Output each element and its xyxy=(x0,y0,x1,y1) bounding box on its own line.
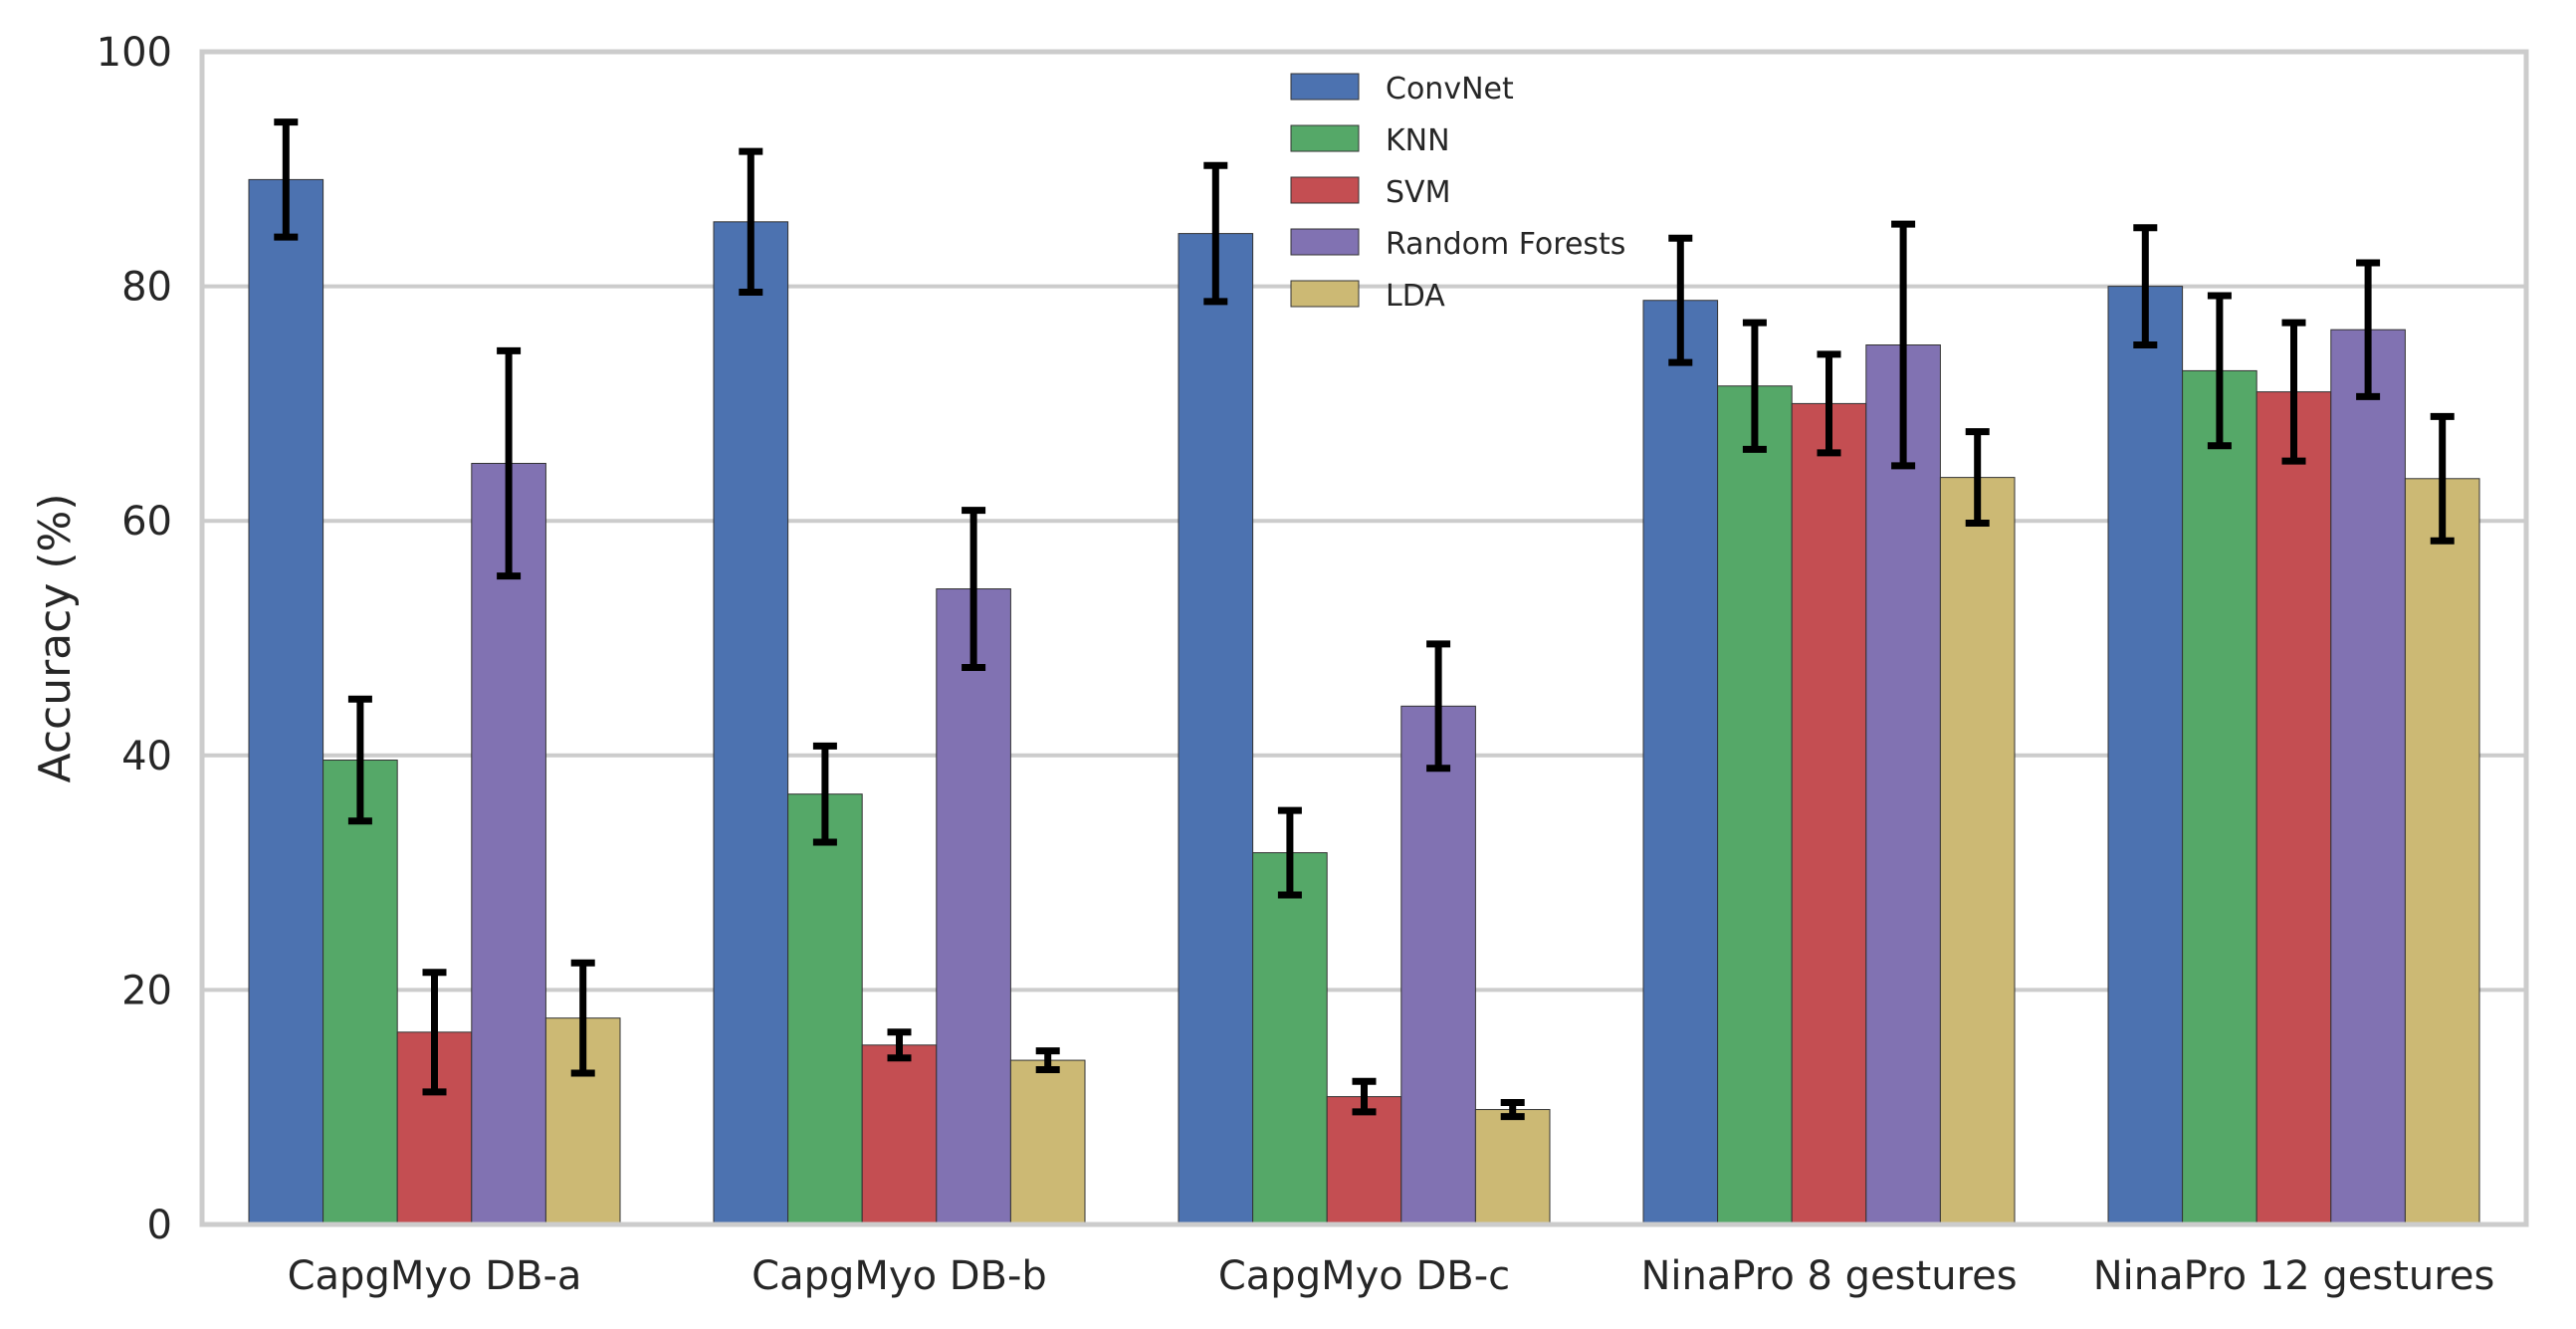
legend-label: ConvNet xyxy=(1386,72,1514,107)
y-tick-label-80: 80 xyxy=(121,265,172,311)
error-bar-random-forests-3 xyxy=(1891,220,1916,470)
error-bar-knn-1 xyxy=(812,742,837,846)
error-bar-svm-2 xyxy=(1352,1077,1377,1116)
error-bar-lda-1 xyxy=(1035,1047,1060,1074)
bar-random-forests-2 xyxy=(1400,705,1476,1225)
bar-knn-3 xyxy=(1717,385,1793,1225)
error-bar-lda-2 xyxy=(1500,1098,1525,1121)
error-bar-svm-4 xyxy=(2281,319,2306,465)
bar-svm-4 xyxy=(2255,391,2332,1225)
legend-label: LDA xyxy=(1386,279,1445,314)
error-bar-knn-2 xyxy=(1277,806,1302,899)
legend-item-svm: SVM xyxy=(1290,175,1450,210)
error-bar-knn-4 xyxy=(2207,292,2232,450)
legend-swatch xyxy=(1290,73,1360,101)
error-bars xyxy=(274,118,2455,1121)
bar-convnet-0 xyxy=(248,178,324,1225)
error-bar-random-forests-4 xyxy=(2356,259,2381,400)
legend-item-lda: LDA xyxy=(1290,279,1445,314)
bars xyxy=(248,178,2480,1225)
error-bar-random-forests-2 xyxy=(1426,640,1451,773)
y-axis-title: Accuracy (%) xyxy=(30,493,81,782)
y-tick-label-60: 60 xyxy=(121,499,172,545)
error-bar-svm-0 xyxy=(422,969,447,1096)
bar-knn-0 xyxy=(322,760,398,1225)
legend-label: SVM xyxy=(1386,175,1450,210)
bar-random-forests-1 xyxy=(936,588,1011,1225)
bar-knn-1 xyxy=(787,793,863,1225)
legend-item-random-forests: Random Forests xyxy=(1290,227,1625,262)
bar-convnet-4 xyxy=(2107,286,2184,1225)
legend-item-convnet: ConvNet xyxy=(1290,72,1514,107)
bar-lda-1 xyxy=(1009,1059,1086,1225)
x-tick-labels: CapgMyo DB-a CapgMyo DB-b CapgMyo DB-c Nina… xyxy=(288,1253,2495,1299)
x-tick-label-4: NinaPro 12 gestures xyxy=(2093,1253,2495,1299)
error-bar-random-forests-1 xyxy=(962,507,986,671)
error-bar-convnet-2 xyxy=(1203,161,1228,306)
x-tick-label-1: CapgMyo DB-b xyxy=(751,1253,1047,1299)
x-tick-label-0: CapgMyo DB-a xyxy=(288,1253,582,1299)
legend-label: Random Forests xyxy=(1386,227,1625,262)
bar-convnet-1 xyxy=(713,221,789,1225)
x-tick-label-3: NinaPro 8 gestures xyxy=(1640,1253,2017,1299)
legend-swatch xyxy=(1290,176,1360,204)
bar-random-forests-4 xyxy=(2330,329,2406,1225)
legend: ConvNet KNN SVM Random Forests LDA xyxy=(1290,72,1625,314)
bar-svm-2 xyxy=(1326,1096,1402,1225)
error-bar-convnet-4 xyxy=(2133,224,2158,348)
legend-swatch xyxy=(1290,124,1360,152)
error-bar-convnet-3 xyxy=(1668,234,1693,366)
bar-lda-4 xyxy=(2404,478,2480,1225)
x-tick-label-2: CapgMyo DB-c xyxy=(1218,1253,1510,1299)
error-bar-knn-0 xyxy=(347,695,372,825)
bar-convnet-3 xyxy=(1642,300,1719,1225)
bar-svm-3 xyxy=(1791,402,1867,1225)
error-bar-svm-1 xyxy=(887,1028,912,1062)
legend-swatch xyxy=(1290,280,1360,308)
error-bar-knn-3 xyxy=(1742,319,1767,453)
error-bar-svm-3 xyxy=(1817,350,1841,457)
legend-label: KNN xyxy=(1386,123,1450,158)
error-bar-lda-3 xyxy=(1965,428,1990,528)
y-tick-labels: 0 20 40 60 80 100 xyxy=(97,30,172,1248)
error-bar-convnet-0 xyxy=(274,118,299,241)
legend-item-knn: KNN xyxy=(1290,123,1450,158)
error-bar-convnet-1 xyxy=(739,147,763,296)
error-bar-random-forests-0 xyxy=(497,346,522,580)
legend-swatch xyxy=(1290,228,1360,256)
bar-convnet-2 xyxy=(1178,233,1254,1225)
y-tick-label-0: 0 xyxy=(147,1203,172,1248)
y-tick-label-20: 20 xyxy=(121,968,172,1013)
error-bar-lda-4 xyxy=(2430,412,2455,545)
bar-lda-3 xyxy=(1939,477,2016,1225)
plot-frame xyxy=(199,49,2529,1227)
bar-knn-2 xyxy=(1252,852,1328,1225)
error-bar-lda-0 xyxy=(570,959,595,1077)
bar-knn-4 xyxy=(2182,369,2257,1225)
bar-random-forests-3 xyxy=(1865,344,1941,1225)
bar-lda-2 xyxy=(1474,1109,1551,1225)
y-tick-label-40: 40 xyxy=(121,734,172,779)
bar-svm-1 xyxy=(861,1044,938,1225)
y-tick-label-100: 100 xyxy=(97,30,172,76)
